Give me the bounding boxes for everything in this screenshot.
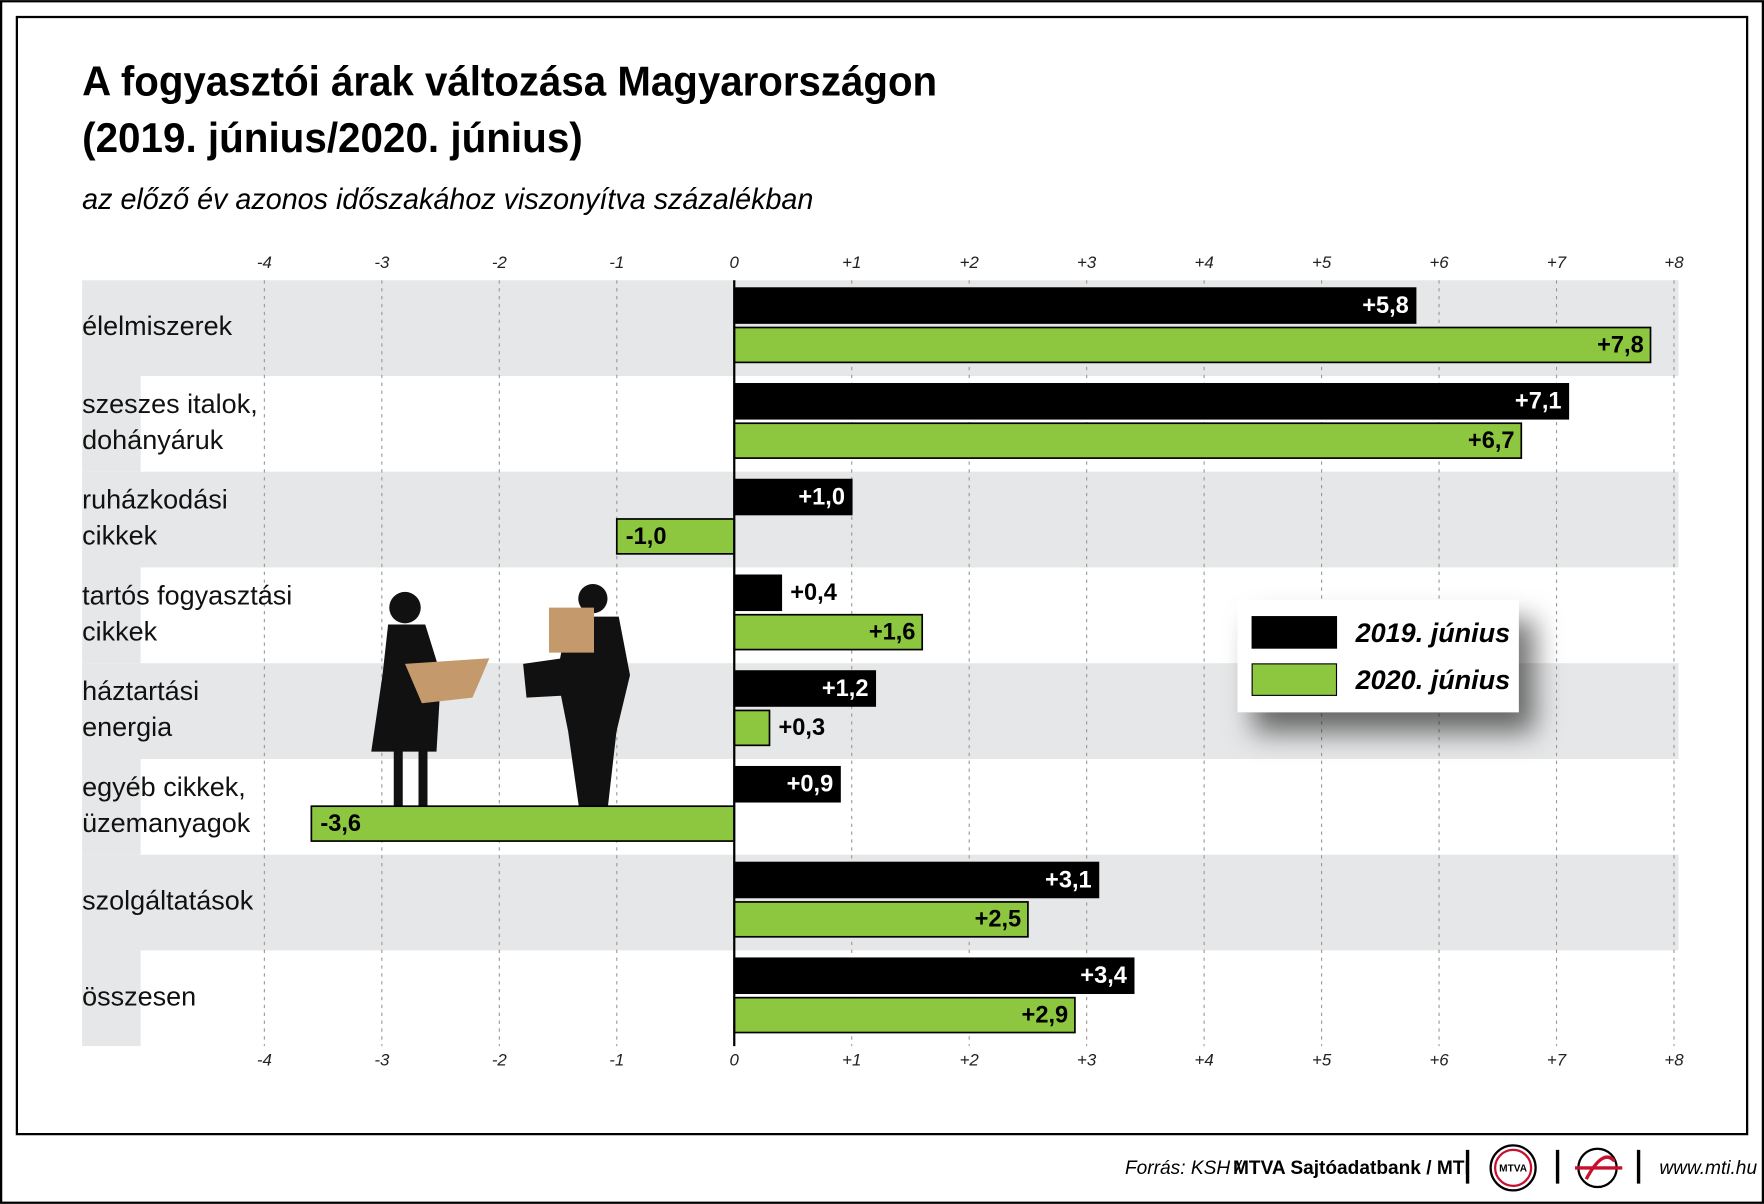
bar <box>733 901 1029 938</box>
logo <box>1489 1144 1537 1192</box>
silhouettes <box>371 584 630 816</box>
bar <box>733 670 877 707</box>
category-label: ruházkodási cikkek <box>82 485 228 551</box>
value-label: +1,0 <box>798 484 845 510</box>
x-tick-label: +4 <box>1195 253 1214 272</box>
value-label: -3,6 <box>320 811 361 837</box>
chart-title: (2019. június/2020. június) <box>82 114 583 161</box>
x-tick-label: +8 <box>1664 1050 1684 1069</box>
bar <box>615 518 736 555</box>
x-tick-label: +1 <box>842 253 861 272</box>
footer: Forrás: KSH / MTVA Sajtóadatbank / MTI M… <box>1125 1144 1757 1192</box>
url: www.mti.hu <box>1659 1158 1757 1179</box>
x-tick-label: +5 <box>1312 253 1332 272</box>
x-tick-label: -2 <box>492 1050 508 1069</box>
x-tick-label: +3 <box>1077 253 1097 272</box>
x-tick-label: -1 <box>609 1050 624 1069</box>
bar <box>733 326 1652 364</box>
value-label: +3,1 <box>1045 867 1092 893</box>
value-label: +3,4 <box>1080 963 1127 989</box>
separator <box>1636 1149 1641 1184</box>
x-tick-label: +6 <box>1429 1050 1449 1069</box>
value-label: +5,8 <box>1362 293 1409 319</box>
x-tick-label: +6 <box>1429 253 1449 272</box>
x-tick-label: +2 <box>960 1050 980 1069</box>
bar <box>733 574 783 612</box>
row-band <box>82 567 141 664</box>
x-tick-label: +5 <box>1312 1050 1332 1069</box>
logo <box>1575 1155 1623 1180</box>
legend: 2019. június 2020. június <box>1237 599 1519 713</box>
row-band <box>82 375 141 472</box>
value-label: +6,7 <box>1468 428 1515 454</box>
chart-title: A fogyasztói árak változása Magyarország… <box>82 58 937 105</box>
x-tick-label: +2 <box>960 253 980 272</box>
bar <box>733 861 1100 899</box>
bar <box>733 287 1417 324</box>
bar <box>733 996 1076 1034</box>
frame <box>15 15 1749 1136</box>
agency: MTVA Sajtóadatbank / MTI <box>1233 1158 1470 1179</box>
bar <box>733 422 1523 459</box>
legend-label: 2019. június <box>1355 618 1511 648</box>
x-tick-label: -3 <box>374 253 390 272</box>
row-band <box>82 758 141 855</box>
legend-swatch <box>1251 616 1338 649</box>
value-label: +1,2 <box>822 676 869 702</box>
x-tick-label: +4 <box>1195 1050 1214 1069</box>
x-tick-label: +7 <box>1547 253 1567 272</box>
legend-label: 2020. június <box>1355 665 1511 695</box>
category-label: egyéb cikkek, üzemanyagok <box>82 772 251 838</box>
logo <box>1494 1148 1533 1187</box>
value-label: +0,3 <box>778 715 825 741</box>
value-label: +7,8 <box>1597 332 1644 358</box>
x-tick-label: -4 <box>257 253 272 272</box>
separator <box>1555 1149 1560 1184</box>
separator <box>1465 1149 1470 1184</box>
x-tick-label: +3 <box>1077 1050 1097 1069</box>
value-label: +7,1 <box>1515 389 1562 415</box>
source: Forrás: KSH / <box>1125 1158 1242 1179</box>
value-label: +0,4 <box>790 580 837 606</box>
legend-swatch <box>1251 663 1338 696</box>
bar <box>733 613 924 651</box>
x-tick-label: +7 <box>1547 1050 1567 1069</box>
x-tick-label: -1 <box>609 253 624 272</box>
value-label: +2,9 <box>1022 1002 1069 1028</box>
bar <box>310 805 736 842</box>
chart-subtitle: az előző év azonos időszakához viszonyít… <box>82 184 813 216</box>
x-tick-label: -2 <box>492 253 508 272</box>
x-tick-label: -3 <box>374 1050 390 1069</box>
category-label: élelmiszerek <box>82 311 233 341</box>
x-tick-label: +8 <box>1664 253 1684 272</box>
category-label: szeszes italok, dohányáruk <box>82 389 258 455</box>
value-label: +0,9 <box>787 772 834 798</box>
value-label: -1,0 <box>626 524 667 550</box>
value-label: +2,5 <box>975 907 1022 933</box>
bar <box>733 478 853 516</box>
bar <box>733 709 771 747</box>
x-tick-label: +1 <box>842 1050 861 1069</box>
x-tick-label: 0 <box>730 1050 740 1069</box>
value-label: +1,6 <box>869 620 916 646</box>
row-band <box>82 471 1679 568</box>
logo-text: MTVA <box>1499 1164 1528 1175</box>
bar <box>733 383 1570 420</box>
x-tick-label: 0 <box>730 253 740 272</box>
x-tick-label: -4 <box>257 1050 272 1069</box>
bar <box>733 957 1135 995</box>
category-label: szolgáltatások <box>82 886 254 916</box>
category-label: összesen <box>82 981 196 1011</box>
category-label: tartós fogyasztási cikkek <box>82 580 292 646</box>
row-band <box>82 950 141 1047</box>
category-label: háztartási energia <box>82 676 199 742</box>
